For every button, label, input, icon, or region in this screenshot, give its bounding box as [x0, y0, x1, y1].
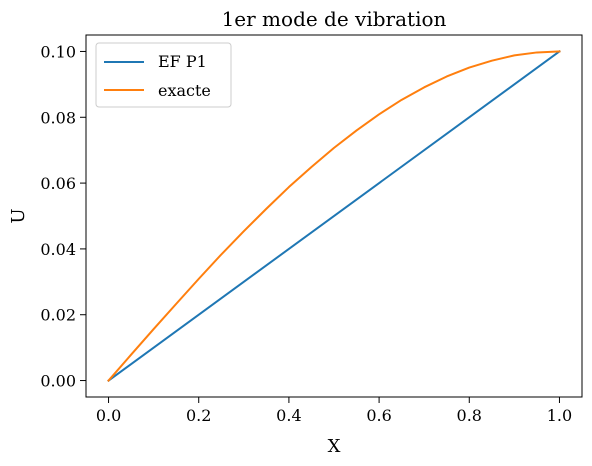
- y-tick-label: 0.10: [40, 42, 76, 61]
- chart-title: 1er mode de vibration: [222, 7, 447, 31]
- y-tick-label: 0.04: [40, 240, 76, 259]
- series-line-ef-p1: [107, 50, 561, 382]
- y-tick-label: 0.00: [40, 372, 76, 391]
- y-tick-label: 0.08: [40, 108, 76, 127]
- legend-label-ef-p1: EF P1: [158, 52, 207, 71]
- x-tick-label: 0.6: [366, 406, 391, 425]
- y-axis-ticks: 0.00 0.02 0.04 0.06 0.08 0.10: [40, 42, 86, 391]
- x-tick-label: 0.8: [457, 406, 482, 425]
- y-axis-label: U: [8, 208, 29, 223]
- x-tick-label: 1.0: [547, 406, 572, 425]
- axes-frame: [85, 34, 583, 398]
- legend: EF P1 exacte: [95, 42, 232, 108]
- x-tick-label: 0.2: [186, 406, 211, 425]
- x-axis-label: X: [328, 436, 341, 457]
- x-axis-ticks: 0.0 0.2 0.4 0.6 0.8 1.0: [96, 397, 572, 425]
- y-tick-label: 0.06: [40, 174, 76, 193]
- series-line-exacte: [107, 50, 561, 382]
- x-tick-label: 0.0: [96, 406, 121, 425]
- legend-label-exacte: exacte: [158, 81, 211, 100]
- plot-area: 0.0 0.2 0.4 0.6 0.8 1.0 0.000.020.040.060.080…: [40, 34, 583, 425]
- series-layer: [107, 50, 561, 382]
- y-tick-label: 0.02: [40, 306, 76, 325]
- x-tick-label: 0.4: [276, 406, 301, 425]
